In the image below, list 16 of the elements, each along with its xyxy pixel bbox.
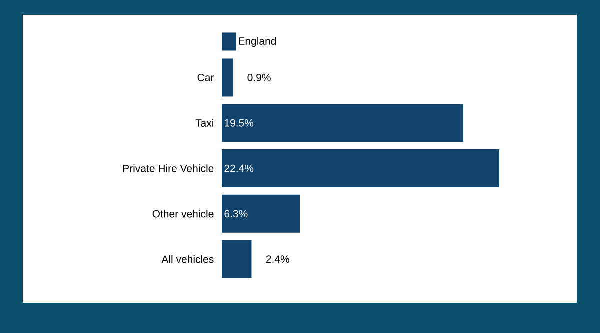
- y-tick-label: Car: [198, 74, 214, 82]
- bar: [222, 58, 234, 97]
- bar: [222, 150, 500, 188]
- bar: [222, 240, 252, 278]
- data-label: 22.4%: [224, 164, 254, 172]
- legend-label: England: [239, 37, 276, 48]
- data-label: 19.5%: [225, 119, 254, 127]
- data-label: 2.4%: [266, 256, 290, 263]
- y-tick-label: All vehicles: [162, 255, 214, 264]
- y-tick-label: Other vehicle: [152, 210, 214, 218]
- y-tick-label: Private Hire Vehicle: [123, 164, 214, 172]
- data-label: 6.3%: [224, 210, 248, 218]
- y-tick-label: Taxi: [196, 119, 214, 127]
- bar: [222, 194, 300, 233]
- data-label: 0.9%: [248, 74, 271, 82]
- bar: [222, 104, 464, 142]
